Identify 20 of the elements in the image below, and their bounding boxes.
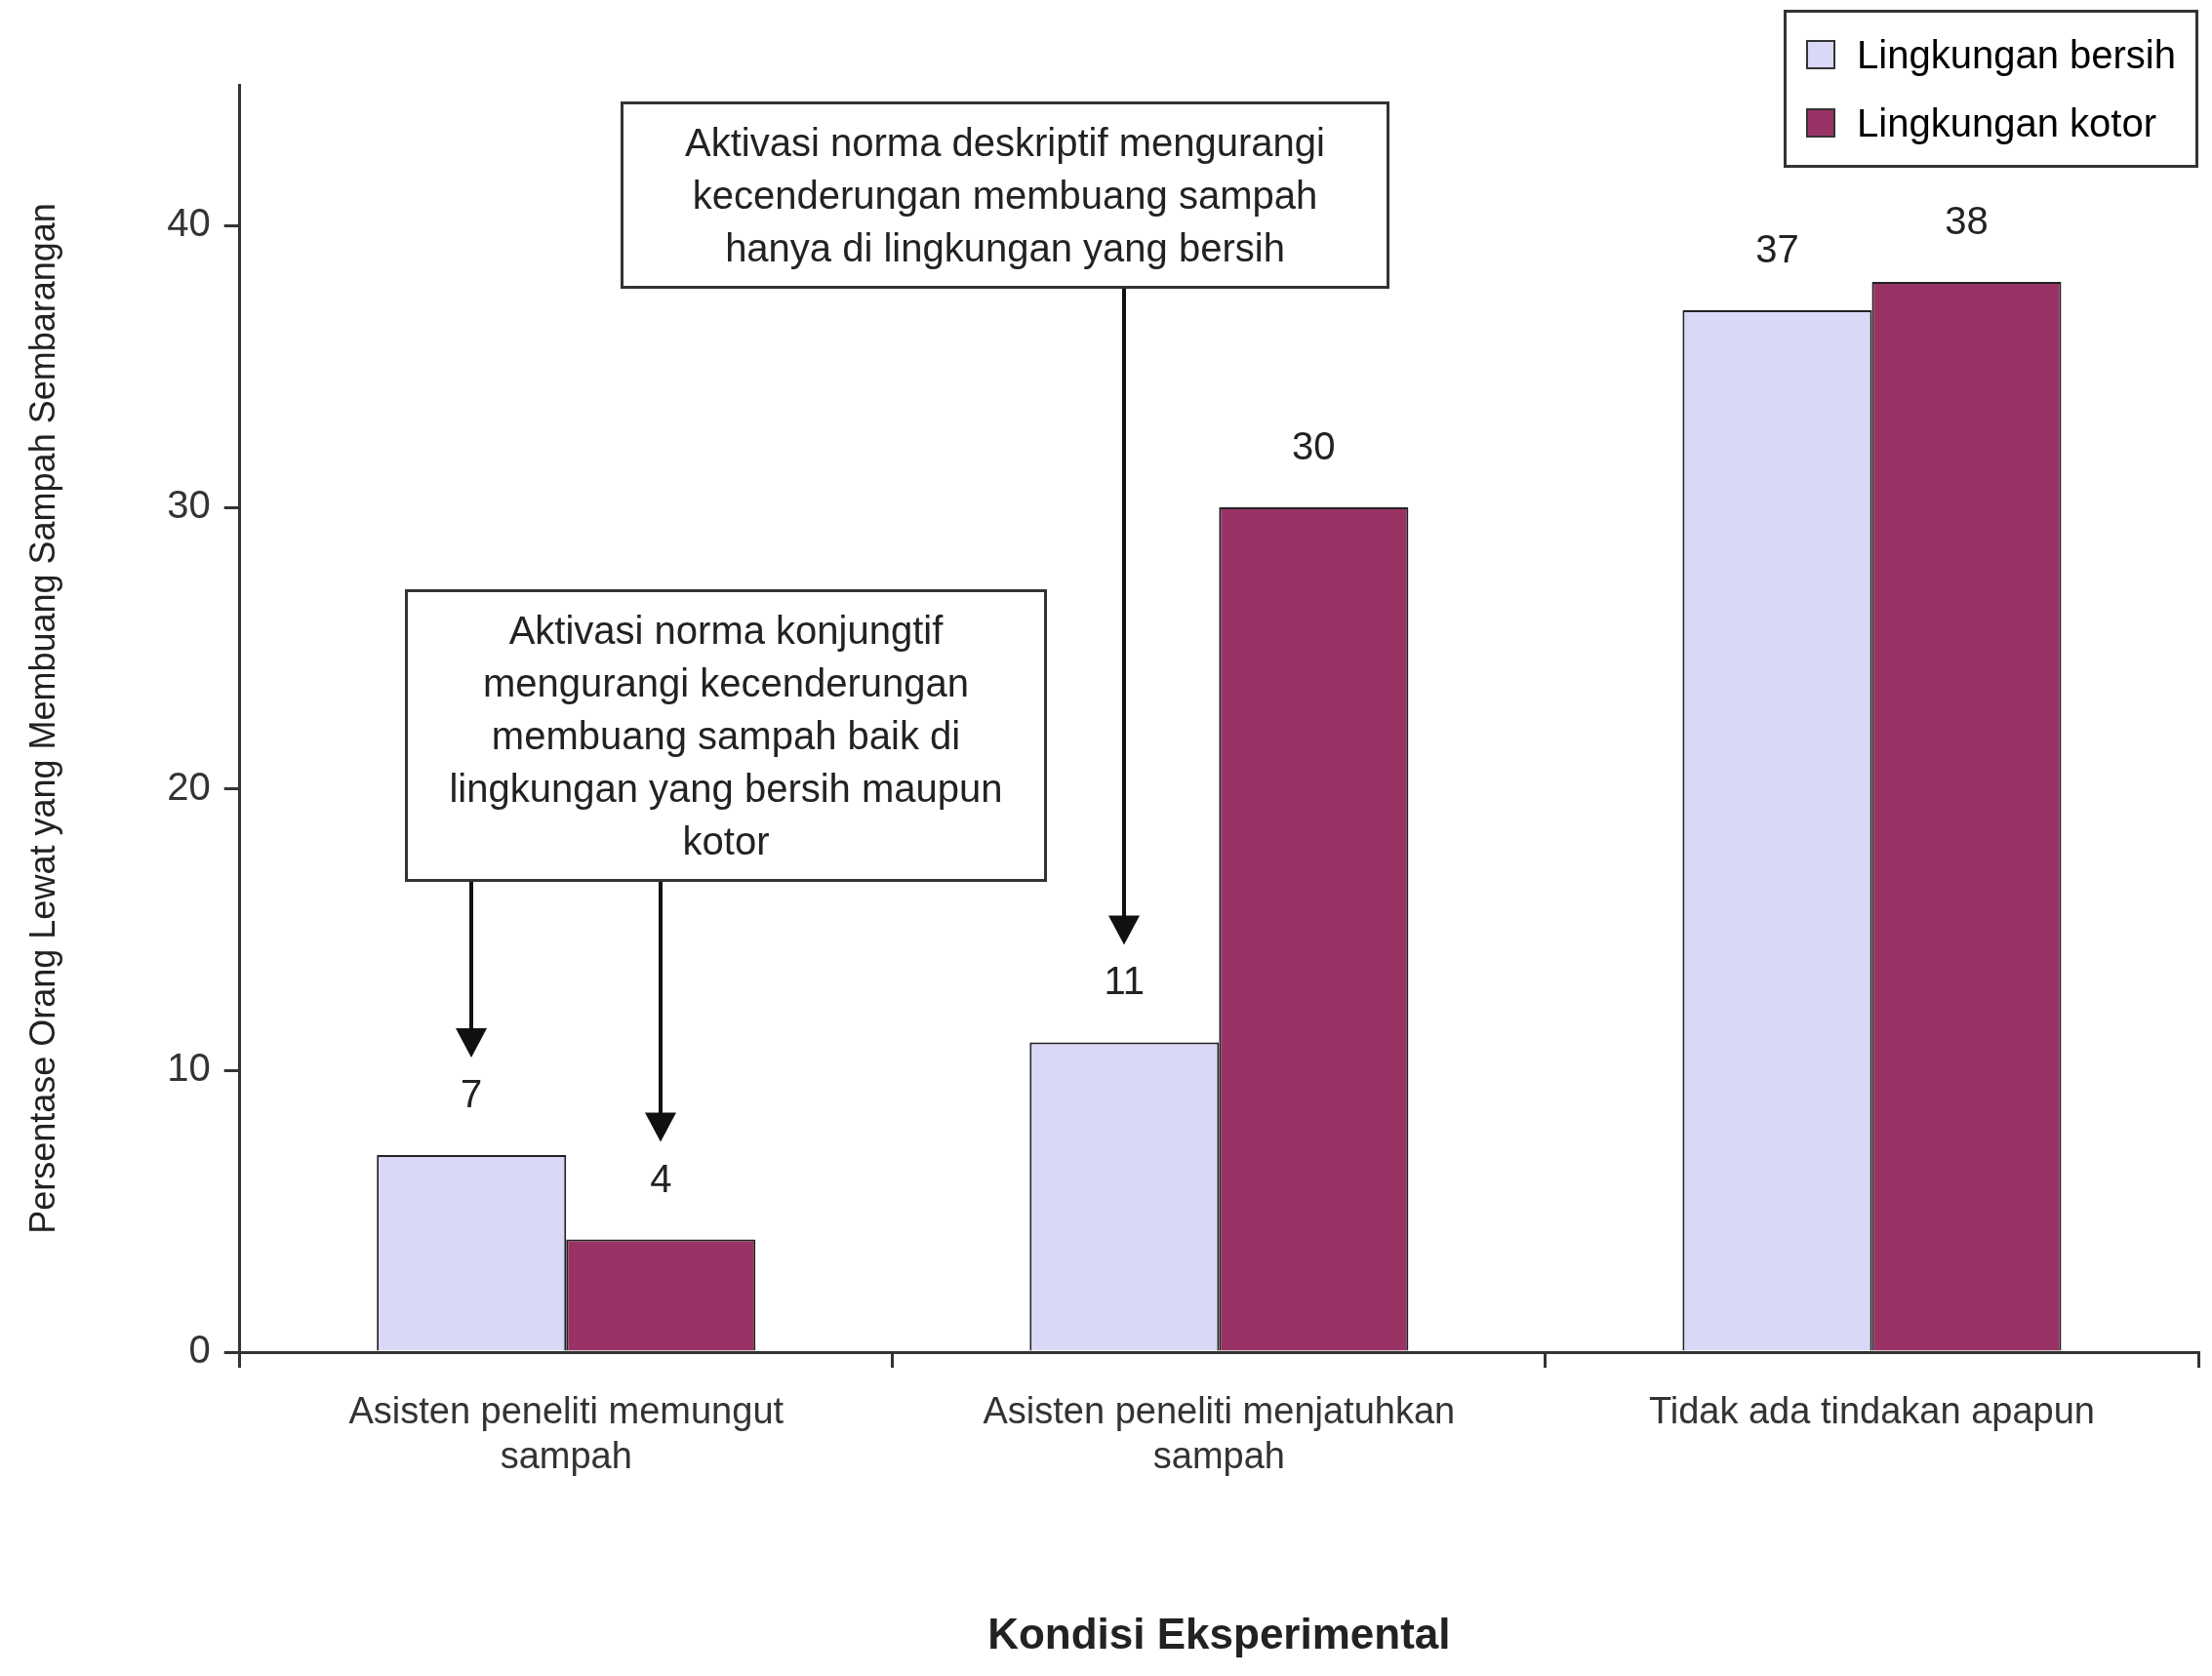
data-label: 11 xyxy=(1104,959,1146,1003)
x-tick-label: Tidak ada tindakan apapun xyxy=(1648,1390,2095,1432)
x-tick-label: Asisten peneliti memungut sampah xyxy=(348,1390,784,1476)
x-axis-title: Kondisi Eksperimental xyxy=(987,1609,1451,1657)
data-label: 30 xyxy=(1292,424,1336,468)
legend-label: Lingkungan bersih xyxy=(1857,32,2176,78)
data-label: 38 xyxy=(1945,199,1989,243)
x-tick-label: Asisten peneliti menjatuhkan sampah xyxy=(983,1390,1456,1476)
data-label: 7 xyxy=(461,1071,483,1115)
legend-label: Lingkungan kotor xyxy=(1857,100,2156,146)
data-label: 4 xyxy=(650,1156,672,1200)
y-tick-label: 0 xyxy=(188,1328,211,1372)
annotation: Aktivasi norma konjungtif mengurangi kecenderungan membuang sampah baik di lingkungan yang bersih maupun kotor xyxy=(405,589,1047,882)
annotation: Aktivasi norma deskriptif mengurangi kecenderungan membuang sampah hanya di lingkungan yang bersih xyxy=(621,101,1389,289)
y-axis-title: Persentase Orang Lewat yang Membuang Sampah Sembarangan xyxy=(21,203,62,1234)
y-tick-label: 30 xyxy=(167,483,211,527)
data-label: 37 xyxy=(1755,226,1799,270)
y-tick-label: 20 xyxy=(167,764,211,808)
y-tick-label: 40 xyxy=(167,201,211,245)
y-tick-label: 10 xyxy=(167,1046,211,1090)
